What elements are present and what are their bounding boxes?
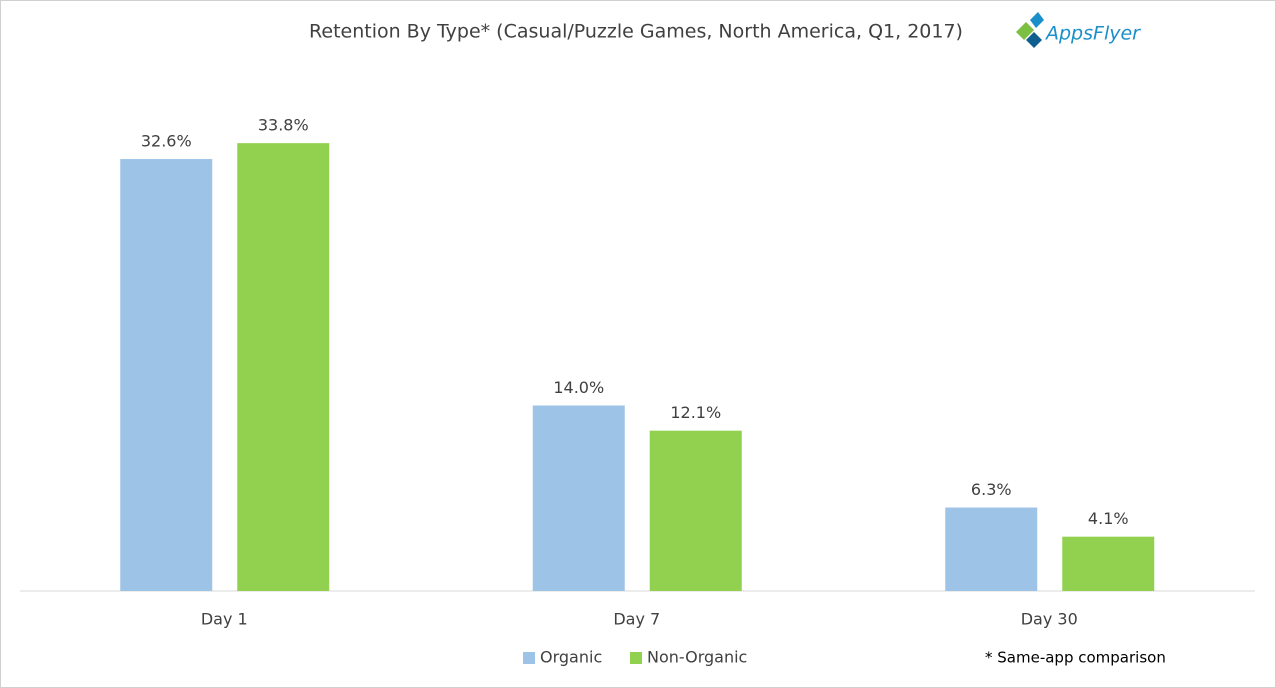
value-label: 12.1% bbox=[670, 403, 721, 422]
bar bbox=[532, 405, 625, 591]
chart-title: Retention By Type* (Casual/Puzzle Games,… bbox=[309, 21, 963, 43]
bar bbox=[649, 430, 742, 591]
bar bbox=[1062, 536, 1155, 591]
legend-label: Organic bbox=[540, 648, 602, 667]
value-label: 6.3% bbox=[971, 480, 1012, 499]
x-tick-label: Day 30 bbox=[1021, 610, 1078, 629]
bar bbox=[945, 507, 1038, 591]
x-tick-label: Day 7 bbox=[613, 610, 660, 629]
value-label: 4.1% bbox=[1088, 509, 1129, 528]
annotation: * Same-app comparison bbox=[985, 649, 1166, 667]
bar bbox=[237, 143, 330, 591]
legend-swatch bbox=[630, 652, 642, 664]
logo-icon bbox=[1016, 12, 1044, 48]
logo-text: AppsFlyer bbox=[1044, 23, 1141, 45]
legend-swatch bbox=[523, 652, 535, 664]
bar bbox=[120, 159, 213, 592]
x-tick-label: Day 1 bbox=[201, 610, 248, 629]
value-label: 32.6% bbox=[141, 132, 192, 151]
value-label: 14.0% bbox=[553, 378, 604, 397]
legend-label: Non-Organic bbox=[647, 648, 747, 667]
value-label: 33.8% bbox=[258, 116, 309, 135]
